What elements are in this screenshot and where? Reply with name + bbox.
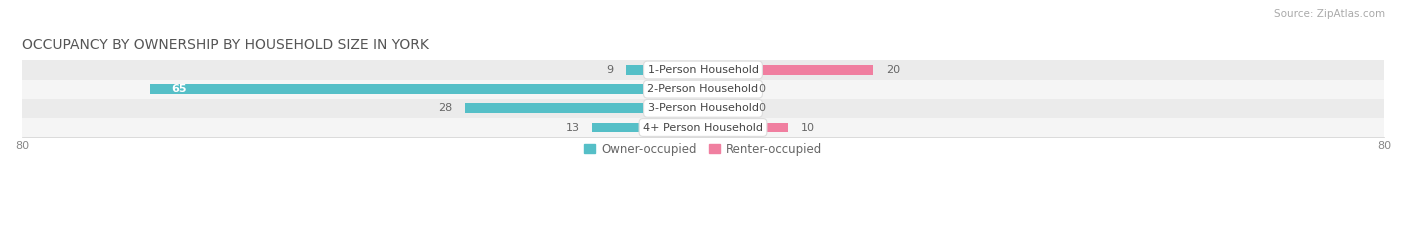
Text: 65: 65 [172,84,187,94]
Bar [149,84,703,94]
Text: 1-Person Household: 1-Person Household [648,65,758,75]
Bar [22,80,1384,99]
Text: Source: ZipAtlas.com: Source: ZipAtlas.com [1274,9,1385,19]
Bar [703,65,873,75]
Text: 20: 20 [886,65,900,75]
Text: 28: 28 [437,103,451,113]
Text: 0: 0 [758,103,765,113]
Bar [22,118,1384,137]
Legend: Owner-occupied, Renter-occupied: Owner-occupied, Renter-occupied [579,138,827,160]
Bar [22,60,1384,80]
Text: 9: 9 [606,65,613,75]
Bar [703,84,745,94]
Text: OCCUPANCY BY OWNERSHIP BY HOUSEHOLD SIZE IN YORK: OCCUPANCY BY OWNERSHIP BY HOUSEHOLD SIZE… [22,38,429,52]
Text: 3-Person Household: 3-Person Household [648,103,758,113]
Text: 4+ Person Household: 4+ Person Household [643,123,763,133]
Bar [703,103,745,113]
Text: 2-Person Household: 2-Person Household [647,84,759,94]
Text: 10: 10 [801,123,815,133]
Text: 0: 0 [758,84,765,94]
Bar [464,103,703,113]
Bar [627,65,703,75]
Bar [703,123,789,133]
Text: 13: 13 [565,123,579,133]
Bar [22,99,1384,118]
Bar [592,123,703,133]
